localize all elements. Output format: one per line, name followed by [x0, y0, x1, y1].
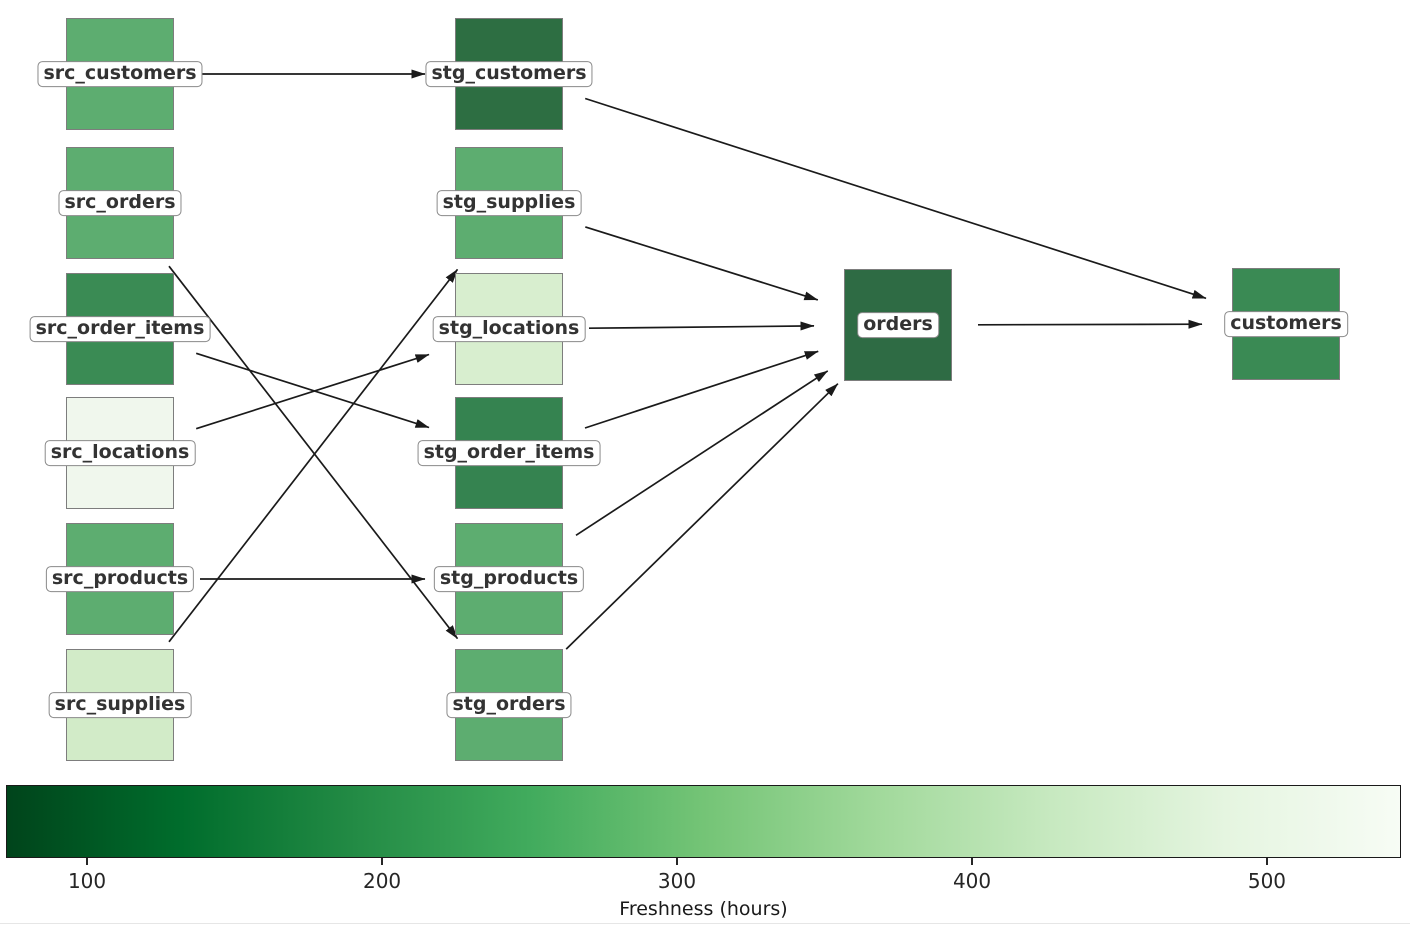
- figure-border-bottom: [0, 923, 1410, 924]
- edge-stg_locations-orders: [588, 321, 815, 331]
- colorbar-tick-mark-300: [675, 858, 678, 865]
- node-label-stg_supplies: stg_supplies: [436, 190, 582, 216]
- node-label-src_products: src_products: [45, 566, 195, 592]
- node-label-stg_orders: stg_orders: [446, 692, 572, 718]
- colorbar-tick-label-200: 200: [362, 869, 402, 893]
- colorbar-axis-label: Freshness (hours): [619, 898, 788, 920]
- colorbar-tick-label-100: 100: [67, 869, 107, 893]
- edge-stg_orders-orders: [565, 383, 839, 650]
- colorbar-tick-label-400: 400: [952, 869, 992, 893]
- edge-stg_order_items-orders: [584, 350, 819, 429]
- node-label-src_locations: src_locations: [44, 440, 196, 466]
- node-label-src_supplies: src_supplies: [48, 692, 192, 718]
- node-label-src_customers: src_customers: [37, 61, 203, 87]
- colorbar: 100 200 300 400 500 Freshness (hours): [6, 785, 1401, 920]
- node-label-src_order_items: src_order_items: [29, 316, 211, 342]
- colorbar-gradient: [6, 785, 1401, 858]
- edge-src_orders-stg_orders: [168, 265, 459, 640]
- colorbar-tick-label-300: 300: [657, 869, 697, 893]
- edge-src_order_items-stg_order_items: [195, 352, 430, 429]
- edge-orders-customers: [977, 319, 1203, 329]
- node-label-src_orders: src_orders: [58, 190, 182, 216]
- colorbar-tick-mark-200: [381, 858, 384, 865]
- colorbar-tick-mark-400: [971, 858, 974, 865]
- node-label-customers: customers: [1224, 311, 1348, 337]
- node-label-stg_customers: stg_customers: [425, 61, 593, 87]
- edge-stg_products-orders: [575, 370, 829, 537]
- colorbar-tick-mark-500: [1265, 858, 1268, 865]
- node-label-stg_products: stg_products: [433, 566, 585, 592]
- edge-src_supplies-stg_supplies: [168, 268, 459, 643]
- colorbar-tick-mark-100: [86, 858, 89, 865]
- edge-src_locations-stg_locations: [195, 353, 430, 430]
- colorbar-tick-label-500: 500: [1247, 869, 1287, 893]
- node-label-stg_locations: stg_locations: [432, 316, 586, 342]
- node-label-orders: orders: [857, 312, 939, 338]
- edge-stg_customers-customers: [584, 97, 1207, 300]
- edge-stg_supplies-orders: [585, 226, 819, 301]
- edges-group: [168, 69, 1207, 650]
- node-label-stg_order_items: stg_order_items: [417, 440, 601, 466]
